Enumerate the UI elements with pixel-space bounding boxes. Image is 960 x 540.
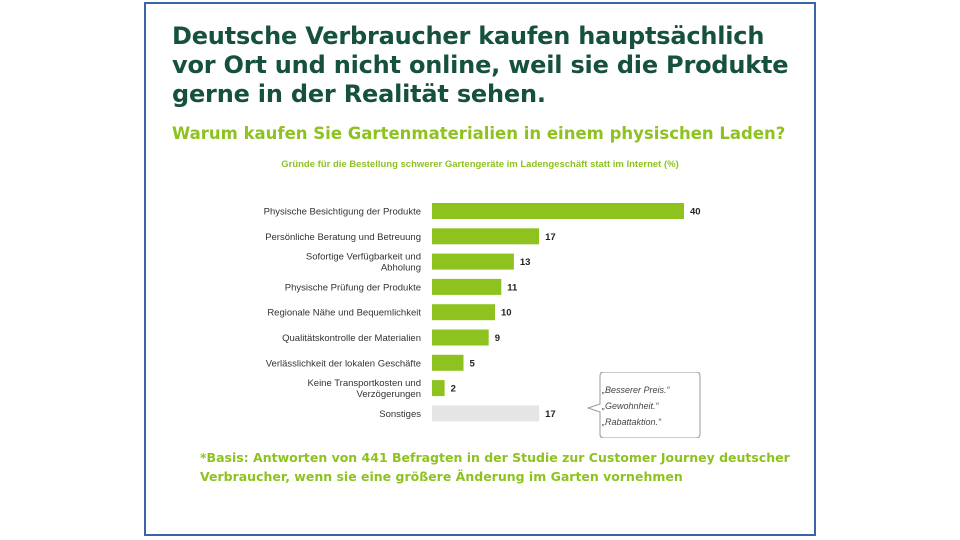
chart-title: Gründe für die Bestellung schwerer Garte… bbox=[281, 159, 679, 170]
category-label: Persönliche Beratung und Betreuung bbox=[265, 232, 421, 243]
footnote: *Basis: Antworten von 441 Befragten in d… bbox=[200, 450, 790, 484]
data-label: 40 bbox=[690, 207, 701, 218]
bar bbox=[432, 405, 540, 422]
bar bbox=[432, 329, 489, 346]
bar bbox=[432, 228, 540, 245]
bar bbox=[432, 304, 495, 321]
category-label: Physische Prüfung der Produkte bbox=[285, 282, 421, 293]
category-label: Keine Transportkosten und Verzögerungen bbox=[307, 378, 421, 400]
data-label: 10 bbox=[501, 308, 512, 319]
data-label: 11 bbox=[507, 282, 518, 293]
bar bbox=[432, 203, 684, 219]
bar bbox=[432, 380, 445, 397]
callout-bubble bbox=[586, 372, 701, 438]
data-label: 17 bbox=[545, 409, 556, 420]
category-label: Sofortige Verfügbarkeit und Abholung bbox=[306, 252, 421, 274]
data-label: 17 bbox=[545, 232, 556, 243]
survey-question: Warum kaufen Sie Gartenmaterialien in ei… bbox=[172, 124, 786, 143]
category-label: Regionale Nähe und Bequemlichkeit bbox=[267, 308, 421, 319]
data-label: 2 bbox=[451, 384, 456, 395]
bar bbox=[432, 354, 464, 371]
category-label: Qualitätskontrolle der Materialien bbox=[282, 333, 421, 344]
headline: Deutsche Verbraucher kaufen hauptsächlic… bbox=[172, 22, 789, 108]
data-label: 13 bbox=[520, 257, 531, 268]
quote-callout: „Besserer Preis.“ „Gewohnheit.“ „Rabatta… bbox=[586, 372, 701, 438]
category-label: Verlässlichkeit der lokalen Geschäfte bbox=[266, 358, 421, 369]
callout-quote: „Besserer Preis.“ bbox=[602, 385, 670, 395]
data-label: 9 bbox=[495, 333, 500, 344]
callout-quote: „Rabattaktion.“ bbox=[602, 417, 662, 427]
bar bbox=[432, 278, 502, 295]
data-label: 5 bbox=[470, 358, 476, 369]
category-label: Physische Besichtigung der Produkte bbox=[264, 207, 421, 218]
category-label: Sonstiges bbox=[379, 409, 421, 420]
callout-quote: „Gewohnheit.“ bbox=[602, 401, 659, 411]
bar bbox=[432, 253, 514, 270]
